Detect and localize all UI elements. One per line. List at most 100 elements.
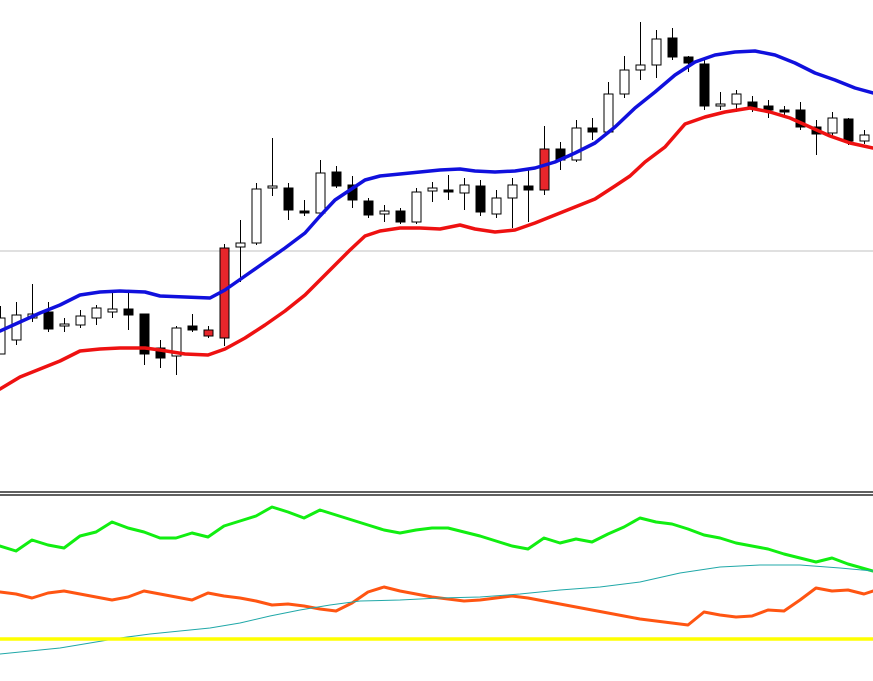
candle-body xyxy=(59,323,70,327)
candle-body xyxy=(715,103,726,107)
candle xyxy=(139,313,150,365)
candle xyxy=(539,126,550,195)
candle-body xyxy=(251,188,262,244)
candle xyxy=(507,178,518,228)
candle-body xyxy=(91,307,102,319)
candle-body xyxy=(827,117,838,134)
candle-body xyxy=(203,329,214,337)
candle-body xyxy=(171,327,182,357)
indicator-orange-line xyxy=(0,585,873,627)
candle-body xyxy=(427,187,438,192)
candle-body xyxy=(603,93,614,133)
candle xyxy=(171,326,182,375)
candle-body xyxy=(139,313,150,355)
candle-body xyxy=(475,185,486,213)
candle-body xyxy=(523,185,534,191)
candle xyxy=(731,90,742,112)
candle-body xyxy=(539,148,550,191)
candle-body xyxy=(283,187,294,211)
candle-body xyxy=(683,56,694,64)
candle xyxy=(603,82,614,134)
candle xyxy=(795,102,806,130)
candle xyxy=(619,56,630,98)
candle-body xyxy=(795,109,806,128)
candle xyxy=(75,310,86,328)
candle xyxy=(475,180,486,216)
candle-body xyxy=(411,191,422,223)
candle xyxy=(283,183,294,220)
candle xyxy=(379,205,390,222)
candle xyxy=(155,340,166,368)
pane-separator-layer xyxy=(0,491,873,496)
candle xyxy=(331,166,342,188)
candle xyxy=(203,326,214,338)
candle-body xyxy=(379,210,390,215)
lower-band-line xyxy=(0,106,873,391)
candle-body xyxy=(187,325,198,331)
candle-body xyxy=(395,210,406,223)
candle xyxy=(491,190,502,218)
candle-body xyxy=(587,127,598,133)
candle xyxy=(299,200,310,216)
candle xyxy=(555,142,566,170)
candle xyxy=(459,178,470,210)
candle xyxy=(571,120,582,162)
candle xyxy=(699,60,710,110)
candle xyxy=(587,118,598,140)
candle xyxy=(59,318,70,332)
candle-body xyxy=(859,134,870,142)
candle-body xyxy=(459,184,470,194)
candle-body xyxy=(235,242,246,248)
candle-body xyxy=(299,210,310,214)
candle-body xyxy=(107,308,118,313)
candle-body xyxy=(667,37,678,58)
indicator-layer xyxy=(0,505,873,655)
candle xyxy=(91,305,102,325)
upper-band-line xyxy=(0,49,873,333)
indicator-green-line xyxy=(0,505,873,573)
candle-body xyxy=(443,189,454,193)
candle xyxy=(267,138,278,196)
candle xyxy=(523,170,534,222)
candle-body xyxy=(571,127,582,161)
candle xyxy=(427,182,438,202)
candle xyxy=(651,30,662,78)
candle xyxy=(811,120,822,155)
candle xyxy=(763,100,774,118)
candle-body xyxy=(619,69,630,95)
candle xyxy=(859,130,870,144)
candle xyxy=(715,92,726,110)
candle xyxy=(251,183,262,245)
candle xyxy=(123,291,134,330)
candle-body xyxy=(315,172,326,214)
candle-body xyxy=(635,64,646,71)
candle-body xyxy=(43,311,54,330)
candle-body xyxy=(155,347,166,359)
candle xyxy=(827,112,838,138)
candle-body xyxy=(267,185,278,189)
candle-body xyxy=(363,200,374,216)
candle-body xyxy=(123,308,134,316)
candle-body xyxy=(75,315,86,326)
candle xyxy=(219,244,230,346)
candle-body xyxy=(699,63,710,107)
candle xyxy=(107,292,118,318)
candles-layer xyxy=(0,22,870,375)
candle xyxy=(187,314,198,332)
candle-body xyxy=(779,109,790,113)
candle-body xyxy=(731,93,742,105)
candle xyxy=(683,56,694,72)
candle xyxy=(315,160,326,216)
bands-layer xyxy=(0,49,873,391)
candle xyxy=(43,302,54,332)
candle xyxy=(235,220,246,282)
candle xyxy=(443,175,454,200)
candle xyxy=(363,198,374,218)
candle-body xyxy=(651,38,662,66)
candle-body xyxy=(491,197,502,215)
candle-body xyxy=(331,171,342,187)
candle-body xyxy=(843,118,854,142)
candle xyxy=(395,208,406,224)
